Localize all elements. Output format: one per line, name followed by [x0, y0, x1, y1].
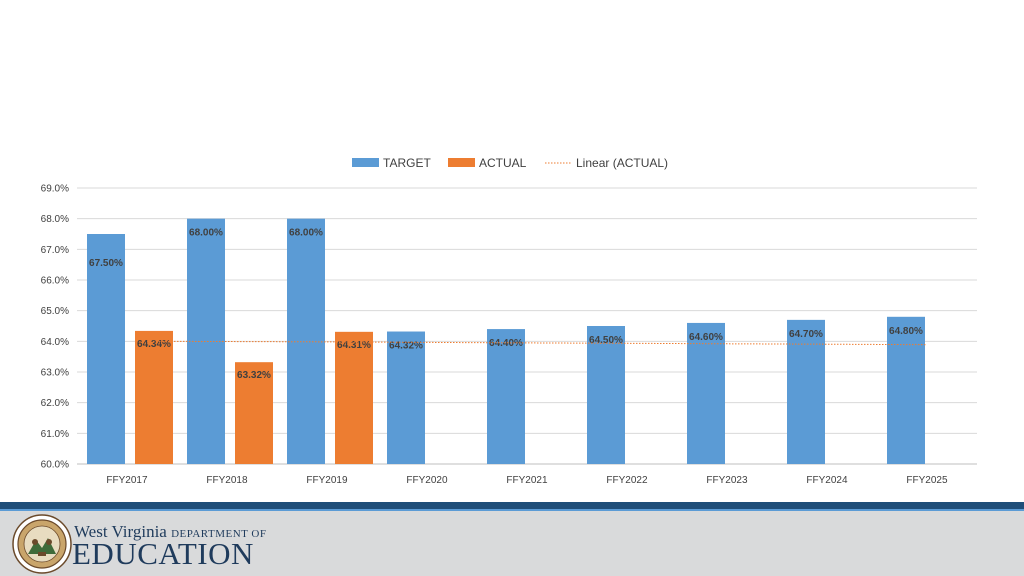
- org-name-line2: EDUCATION: [72, 536, 254, 571]
- chart-area: 60.0% 61.0% 62.0% 63.0% 64.0% 65.0% 66.0% 67.0%…: [41, 156, 977, 486]
- y-tick-label: 67.0%: [41, 245, 69, 256]
- legend-swatch-actual: [448, 158, 475, 167]
- bar-target: [487, 329, 525, 464]
- legend-swatch-target: [352, 158, 379, 167]
- data-label-target: 64.70%: [789, 329, 823, 340]
- x-tick-label: FFY2021: [506, 475, 548, 486]
- footer-stripe-dark: [0, 502, 1024, 509]
- x-tick-label: FFY2018: [206, 475, 248, 486]
- data-label-target: 64.50%: [589, 335, 623, 346]
- state-seal-icon: [12, 514, 72, 574]
- x-tick-label: FFY2017: [106, 475, 148, 486]
- x-tick-label: FFY2019: [306, 475, 348, 486]
- legend-label-target: TARGET: [383, 156, 431, 170]
- bar-actual: [335, 331, 373, 464]
- x-tick-label: FFY2025: [906, 475, 948, 486]
- org-name-line1: West Virginia DEPARTMENT OF: [74, 522, 266, 542]
- org-name-state: West Virginia: [74, 522, 167, 541]
- x-tick-label: FFY2020: [406, 475, 448, 486]
- data-label-target: 64.60%: [689, 332, 723, 343]
- bar-actual: [235, 362, 273, 464]
- bar-target: [587, 326, 625, 464]
- data-label-actual: 63.32%: [237, 370, 271, 381]
- x-tick-label: FFY2022: [606, 475, 648, 486]
- data-label-target: 64.40%: [489, 338, 523, 349]
- y-tick-label: 61.0%: [41, 429, 69, 440]
- data-label-actual: 64.34%: [137, 339, 171, 350]
- y-tick-label: 60.0%: [41, 460, 69, 471]
- legend-label-actual: ACTUAL: [479, 156, 527, 170]
- bar-target: [887, 316, 925, 464]
- bar-target: [387, 331, 425, 464]
- footer-stripe-light: [0, 509, 1024, 511]
- data-label-target: 68.00%: [189, 228, 223, 239]
- y-tick-label: 69.0%: [41, 184, 69, 195]
- bar-chart: 60.0% 61.0% 62.0% 63.0% 64.0% 65.0% 66.0% 67.0%…: [41, 156, 977, 486]
- y-tick-label: 66.0%: [41, 276, 69, 287]
- data-label-target: 68.00%: [289, 228, 323, 239]
- bar-target: [687, 322, 725, 464]
- y-tick-label: 68.0%: [41, 214, 69, 225]
- y-tick-label: 62.0%: [41, 398, 69, 409]
- data-label-target: 64.32%: [389, 341, 423, 352]
- footer-band: West Virginia DEPARTMENT OF EDUCATION: [0, 502, 1024, 576]
- footer-background: [0, 511, 1024, 576]
- data-label-target: 67.50%: [89, 258, 123, 269]
- x-tick-label: FFY2023: [706, 475, 748, 486]
- data-label-actual: 64.31%: [337, 340, 371, 351]
- bar-target: [787, 319, 825, 464]
- data-label-target: 64.80%: [889, 326, 923, 337]
- bar-target: [87, 234, 125, 464]
- trendline-actual: [146, 340, 928, 346]
- y-tick-label: 63.0%: [41, 368, 69, 379]
- y-tick-label: 65.0%: [41, 306, 69, 317]
- org-name-dept: DEPARTMENT OF: [171, 528, 267, 540]
- y-tick-label: 64.0%: [41, 337, 69, 348]
- legend-label-trendline: Linear (ACTUAL): [576, 156, 668, 170]
- bar-actual: [135, 330, 173, 464]
- x-tick-label: FFY2024: [806, 475, 848, 486]
